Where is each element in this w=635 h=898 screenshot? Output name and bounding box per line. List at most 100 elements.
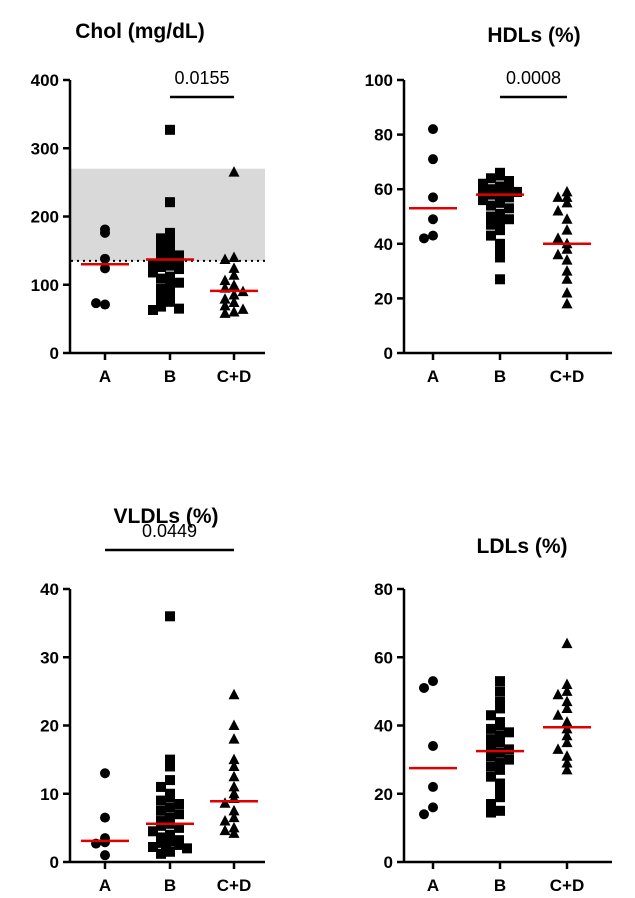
chart1-point-triangle: [228, 166, 240, 177]
chart1-y-tick-label: 300: [31, 139, 59, 158]
chart2-point-square: [504, 214, 514, 225]
chart4-point-square: [486, 723, 496, 734]
chart2-point-triangle: [561, 286, 573, 298]
chart4-point-square: [504, 744, 514, 755]
chart4-point-square: [495, 720, 505, 731]
chart2-point-circle: [419, 233, 429, 244]
chart3-y-tick-label: 10: [40, 785, 59, 804]
chart4-point-square: [504, 727, 514, 738]
chart1-y-tick-label: 200: [31, 208, 59, 227]
chart2-point-square: [478, 195, 488, 206]
chart2-point-square: [495, 274, 505, 285]
chart4-point-triangle: [561, 695, 573, 707]
chart2-point-square: [504, 192, 514, 203]
chart4-point-square: [495, 747, 505, 758]
chart2-point-square: [512, 186, 522, 197]
chart2-x-tick-label: A: [427, 367, 439, 386]
chart1-point-square: [156, 233, 166, 244]
chart4-x-tick-label: B: [494, 876, 506, 895]
chart3-point-square: [165, 846, 175, 857]
chart3-point-triangle: [228, 733, 240, 744]
chart3-y-tick-label: 0: [50, 853, 59, 872]
chart1-title: Chol (mg/dL): [75, 20, 204, 43]
chart2-point-square: [495, 225, 505, 236]
chart1-point-triangle: [228, 296, 240, 307]
chart2-point-triangle: [561, 224, 573, 235]
chart4-x-tick-label: A: [427, 876, 439, 895]
chart1-point-square: [174, 277, 184, 288]
chart3-point-square: [165, 802, 175, 813]
chart4-point-square: [495, 686, 505, 697]
chart2-point-triangle: [561, 265, 573, 276]
chart2-point-square: [486, 219, 496, 230]
chart1-point-triangle: [219, 274, 231, 286]
chart1-point-square: [165, 260, 175, 271]
chart1-point-triangle: [228, 269, 240, 280]
chart2-point-square: [495, 181, 505, 192]
chart1-point-triangle: [228, 288, 240, 300]
chart2-point-circle: [428, 124, 438, 135]
chart2-point-triangle: [561, 254, 573, 265]
chart1-point-triangle: [228, 279, 240, 290]
chart3-point-square: [174, 839, 184, 850]
chart1-point-square: [165, 237, 175, 248]
chart3-point-square: [156, 795, 166, 806]
chart1-point-square: [156, 248, 166, 259]
chart2-x-tick-label: B: [494, 367, 506, 386]
chart4-point-square: [495, 778, 505, 789]
chart3-point-circle: [100, 850, 110, 861]
chart2-point-triangle: [561, 213, 573, 224]
chart3-point-square: [165, 761, 175, 772]
chart2-point-square: [495, 238, 505, 249]
chart1-point-square: [156, 240, 166, 251]
chart2-y-tick-label: 60: [374, 180, 393, 199]
chart4-point-square: [486, 740, 496, 751]
chart3-point-triangle: [219, 824, 231, 836]
chart4-point-triangle: [552, 743, 564, 754]
chart1-point-circle: [100, 253, 110, 264]
chart3-point-triangle: [228, 770, 240, 782]
chart2-point-square: [486, 211, 496, 222]
chart2-point-triangle: [561, 185, 573, 197]
chart4-point-triangle: [561, 702, 573, 713]
chart4-point-square: [486, 807, 496, 818]
chart2-point-square: [478, 178, 488, 189]
chart3-point-circle: [100, 837, 110, 848]
chart3-point-triangle: [228, 811, 240, 823]
chart1-point-circle: [91, 298, 101, 309]
chart4-point-square: [495, 805, 505, 816]
chart2-y-tick-label: 0: [384, 344, 393, 363]
chart2-point-circle: [428, 214, 438, 225]
chart4-point-circle: [428, 802, 438, 813]
chart3-point-circle: [100, 768, 110, 779]
chart2-point-square: [486, 184, 496, 195]
chart2-point-triangle: [552, 232, 564, 243]
chart3-point-triangle: [219, 797, 231, 808]
chart2-point-triangle: [552, 205, 564, 216]
chart2-point-triangle: [561, 196, 573, 208]
chart4-point-square: [495, 764, 505, 775]
chart4-point-triangle: [561, 678, 573, 690]
chart1-point-circle: [100, 224, 110, 235]
chart2-point-square: [495, 246, 505, 257]
chart3-x-tick-label: A: [99, 876, 111, 895]
chart3-point-triangle: [228, 804, 240, 816]
chart4-point-square: [504, 754, 514, 765]
chart3-x-tick-label: C+D: [217, 876, 251, 895]
chart4-point-square: [486, 771, 496, 782]
chart2-point-triangle: [552, 191, 564, 202]
chart3-point-square: [165, 775, 175, 786]
chart2-point-triangle: [561, 191, 573, 202]
chart1-point-triangle: [219, 293, 231, 304]
chart1-point-square: [156, 301, 166, 312]
chart3-point-triangle: [228, 780, 240, 792]
chart1-point-square: [174, 257, 184, 268]
chart1-point-square: [165, 251, 175, 262]
chart1-point-square: [156, 292, 166, 303]
chart4-point-square: [495, 792, 505, 803]
chart1-point-square: [148, 267, 158, 278]
chart1-point-square: [148, 305, 158, 316]
chart3-y-tick-label: 40: [40, 580, 59, 599]
chart2-point-square: [478, 186, 488, 197]
